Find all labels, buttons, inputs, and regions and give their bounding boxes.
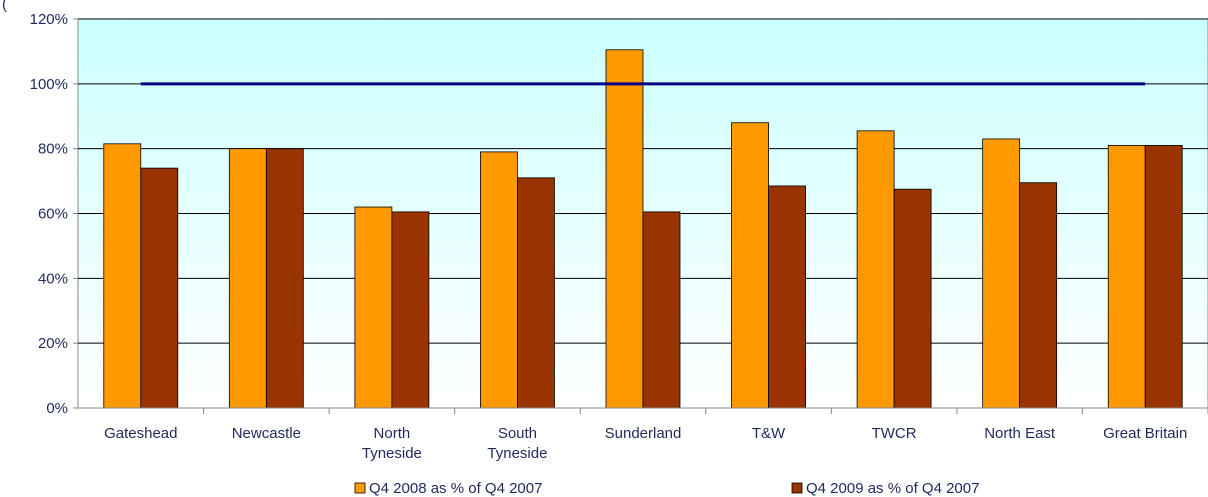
x-tick-label: North bbox=[374, 425, 411, 442]
bars bbox=[103, 49, 1183, 409]
bar-series-2 bbox=[517, 177, 555, 409]
x-axis: Gateshead Newcastle North Tyneside South Tyne… bbox=[78, 407, 1208, 462]
bar-series-1 bbox=[1107, 145, 1146, 409]
x-tick-label: North East bbox=[984, 425, 1056, 442]
x-tick-label: South bbox=[498, 425, 537, 442]
y-tick-label: 120% bbox=[30, 11, 68, 28]
bar-series-1 bbox=[228, 148, 267, 409]
x-tick-label: Sunderland bbox=[605, 425, 682, 442]
y-tick-label: 20% bbox=[38, 335, 68, 352]
legend-label: Q4 2009 as % of Q4 2007 bbox=[806, 480, 979, 497]
bar-series-1 bbox=[354, 206, 393, 409]
x-tick-label: Newcastle bbox=[232, 425, 301, 442]
y-axis: 0% 20% 40% 60% 80% 100% 120% bbox=[30, 11, 78, 417]
bar-series-2 bbox=[642, 211, 681, 409]
bar-series-2 bbox=[893, 188, 932, 409]
bar-series-1 bbox=[731, 122, 769, 409]
bar-series-2 bbox=[265, 148, 304, 409]
x-tick-label: Gateshead bbox=[104, 425, 177, 442]
bar-series-2 bbox=[768, 185, 806, 409]
bar-series-2 bbox=[1019, 182, 1058, 409]
bar-series-2 bbox=[391, 211, 430, 409]
bar-series-1 bbox=[103, 143, 142, 409]
legend: Q4 2008 as % of Q4 2007 Q4 2009 as % of Q… bbox=[354, 480, 979, 497]
bar-series-2 bbox=[140, 167, 179, 409]
y-tick-label: 40% bbox=[38, 270, 68, 287]
x-tick-label: TWCR bbox=[872, 425, 917, 442]
x-tick-label: Tyneside bbox=[362, 445, 422, 462]
bar-series-2 bbox=[1144, 145, 1183, 409]
bar-series-1 bbox=[605, 49, 644, 409]
title-fragment: ( bbox=[2, 0, 7, 13]
bar-series-1 bbox=[856, 130, 895, 409]
y-tick-label: 100% bbox=[30, 76, 68, 93]
bar-series-1 bbox=[982, 138, 1021, 409]
y-tick-label: 0% bbox=[46, 400, 68, 417]
legend-label: Q4 2008 as % of Q4 2007 bbox=[369, 480, 542, 497]
legend-swatch bbox=[354, 482, 366, 494]
x-tick-label: T&W bbox=[752, 425, 786, 442]
y-tick-label: 60% bbox=[38, 206, 68, 223]
legend-swatch bbox=[791, 482, 803, 494]
x-tick-label: Tyneside bbox=[487, 445, 547, 462]
x-tick-label: Great Britain bbox=[1103, 425, 1187, 442]
y-tick-label: 80% bbox=[38, 141, 68, 158]
bar-series-1 bbox=[480, 151, 518, 409]
